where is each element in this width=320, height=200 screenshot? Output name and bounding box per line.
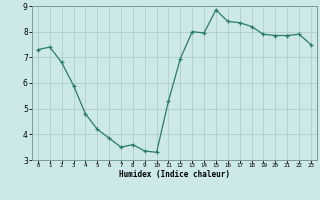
X-axis label: Humidex (Indice chaleur): Humidex (Indice chaleur) bbox=[119, 170, 230, 179]
